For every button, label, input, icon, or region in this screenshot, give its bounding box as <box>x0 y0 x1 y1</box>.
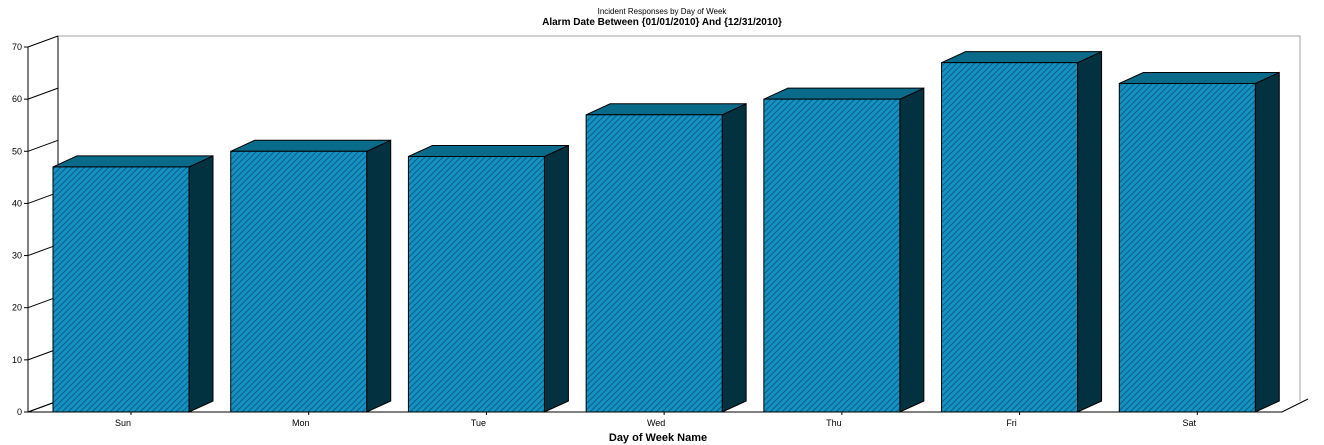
bar-side-face <box>899 87 925 413</box>
bar-top-face <box>408 145 569 157</box>
bar-top-face <box>585 103 747 116</box>
x-tick-label-mon: Mon <box>292 418 310 428</box>
bar-sun <box>52 155 214 413</box>
bar-side-face <box>1077 50 1103 413</box>
y-tick-label: 40 <box>12 198 22 208</box>
x-tick-label-fri: Fri <box>1006 418 1017 428</box>
x-axis-label: Day of Week Name <box>609 432 707 444</box>
bar-top-face <box>52 155 214 168</box>
y-tick-depth-mark <box>27 139 59 152</box>
y-tick-label: 60 <box>12 94 22 104</box>
chart-title: Incident Responses by Day of Week <box>598 7 728 16</box>
bar-top-face <box>230 139 391 152</box>
bar-top-face <box>941 51 1102 64</box>
y-tick-label: 30 <box>12 251 22 261</box>
bar-front-face <box>407 156 545 413</box>
chart-subtitle: Alarm Date Between {01/01/2010} And {12/… <box>542 17 782 28</box>
y-tick-depth-mark <box>27 35 59 48</box>
y-tick-label: 10 <box>12 355 22 365</box>
y-tick-label: 0 <box>17 407 22 417</box>
bar-front-face <box>941 62 1079 413</box>
bar-top-face <box>1119 72 1280 84</box>
bar-thu <box>763 87 925 413</box>
y-tick-depth-mark <box>27 87 59 100</box>
bar-side-face <box>1254 71 1280 413</box>
x-tick-label-wed: Wed <box>647 418 665 428</box>
bar-mon <box>230 139 392 413</box>
x-axis-tick-labels: Sun Mon Tue Wed Thu Fri Sat <box>115 412 1198 428</box>
bar-front-face <box>763 98 901 413</box>
bar-front-face <box>230 150 368 413</box>
y-tick-label: 20 <box>12 303 22 313</box>
x-tick-label-tue: Tue <box>471 418 486 428</box>
bar-front-face <box>52 166 190 413</box>
bar-side-face <box>543 144 569 413</box>
x-tick-label-sun: Sun <box>115 418 131 428</box>
back-wall-edge <box>58 35 1301 401</box>
bars <box>52 50 1280 413</box>
y-axis: 0 10 20 30 40 50 60 70 <box>12 35 59 417</box>
bar-side-face <box>721 103 747 413</box>
bar-side-face <box>366 139 392 413</box>
bar-front-face <box>585 114 723 413</box>
bar-wed <box>585 103 747 413</box>
y-tick-label: 70 <box>12 42 22 52</box>
bar-front-face <box>1118 83 1256 413</box>
x-tick-label-thu: Thu <box>826 418 842 428</box>
bar-fri <box>941 50 1103 413</box>
bar-top-face <box>763 87 925 100</box>
bar-sat <box>1118 71 1280 413</box>
y-tick-label: 50 <box>12 146 22 156</box>
bar-tue <box>407 144 569 413</box>
bar-side-face <box>188 155 214 413</box>
x-tick-label-sat: Sat <box>1183 418 1197 428</box>
